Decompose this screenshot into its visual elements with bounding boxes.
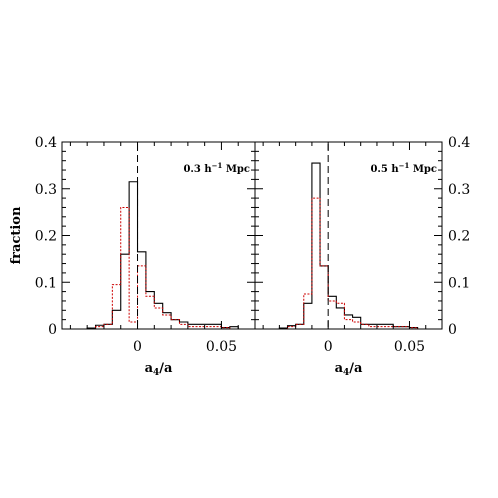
- panel-right: 0 0.05 0 0.1 0.2 0.3 0.4 0.5 h−1 Mpc a4/a: [254, 135, 470, 378]
- y-tick-label: 0.2: [448, 229, 470, 245]
- y-tick-label: 0.1: [448, 275, 470, 291]
- y-tick-label: 0.3: [448, 182, 470, 198]
- y-tick-label: 0.3: [35, 182, 57, 198]
- y-tick-label: 0.4: [35, 135, 57, 151]
- x-axis-label: a4/a: [335, 361, 363, 378]
- panel-left: 0 0.05 0 0.1 0.2 0.3 0.4 0.3 h−1 Mpc a4/a: [35, 135, 256, 378]
- y-tick-label: 0.2: [35, 229, 57, 245]
- y-axis-label: fraction: [9, 206, 24, 264]
- y-tick-label: 0.4: [448, 135, 470, 151]
- x-tick-label: 0.05: [394, 339, 425, 355]
- x-tick-label: 0: [324, 339, 333, 355]
- x-axis-label: a4/a: [145, 361, 173, 378]
- series-red-histogram: [62, 206, 255, 330]
- x-tick-label: 0.05: [206, 339, 237, 355]
- panel-label: 0.3 h−1 Mpc: [183, 161, 250, 175]
- panel-label: 0.5 h−1 Mpc: [370, 161, 437, 175]
- y-tick-label: 0: [448, 322, 457, 338]
- series-red-histogram: [255, 197, 442, 330]
- series-black-histogram: [62, 181, 255, 330]
- y-axis-title: fraction: [9, 206, 24, 264]
- y-tick-label: 0.1: [35, 275, 57, 291]
- y-tick-label: 0: [48, 322, 57, 338]
- x-tick-label: 0: [133, 339, 142, 355]
- series-black-histogram: [255, 162, 442, 330]
